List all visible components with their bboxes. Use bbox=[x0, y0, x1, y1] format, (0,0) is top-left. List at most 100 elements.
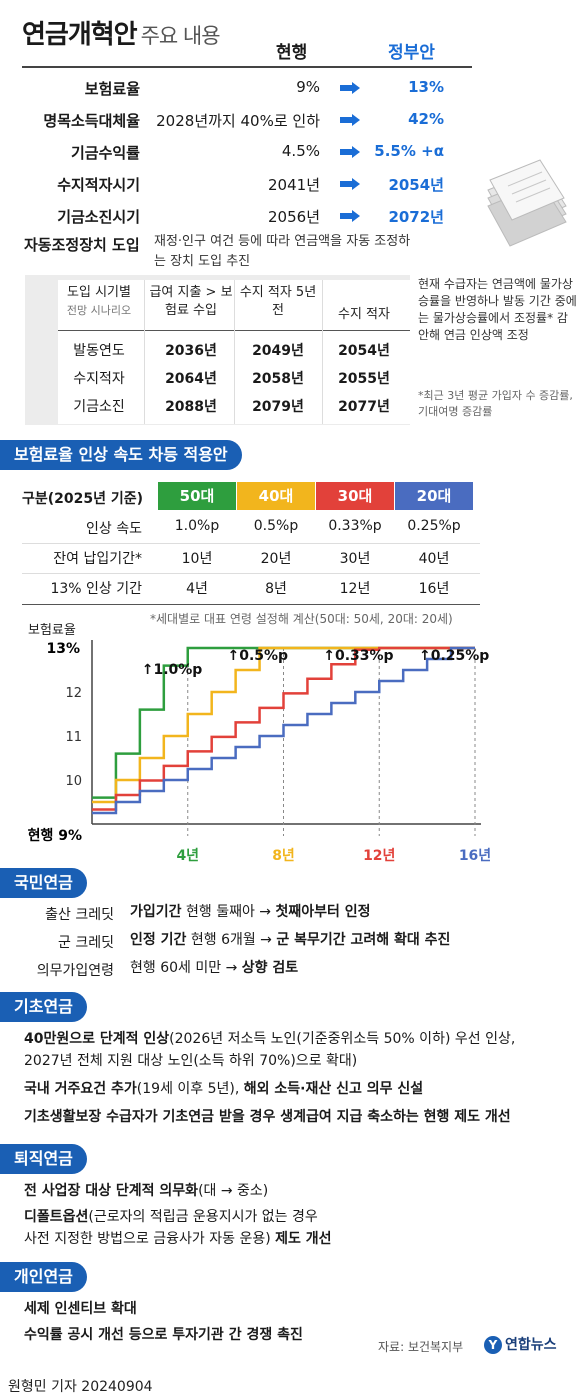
gen-cell: 1.0%p bbox=[174, 518, 220, 534]
document-stack-icon bbox=[487, 159, 567, 247]
header-current: 현행 bbox=[276, 43, 308, 63]
gen-col-header: 30대 bbox=[316, 482, 394, 510]
auto-th-3: 수지 적자 bbox=[338, 307, 390, 322]
y-tick-label: 11 bbox=[65, 730, 82, 745]
auto-table: 도입 시기별 전망 시나리오 급여 지출 > 보험료 수입 수지 적자 5년 전 … bbox=[58, 280, 410, 424]
compare-current: 2056년 bbox=[268, 208, 320, 226]
compare-gov: 2072년 bbox=[388, 208, 444, 226]
series-line-40대 bbox=[92, 646, 475, 804]
credit-text: 원형민 기자 20240904 bbox=[8, 1379, 153, 1395]
compare-current: 2028년까지 40%로 인하 bbox=[156, 112, 320, 130]
retire-line-3: 사전 지정한 방법으로 금융사가 자동 운용) 제도 개선 bbox=[24, 1231, 332, 1247]
gen-col-header: 50대 bbox=[158, 482, 236, 510]
col-sep bbox=[234, 280, 235, 424]
series-line-20대 bbox=[92, 646, 475, 815]
auto-cell: 2036년 bbox=[165, 343, 217, 359]
x-tick-label: 8년 bbox=[272, 848, 295, 864]
basic-pension-pill: 기초연금 bbox=[0, 992, 87, 1022]
y-tick-label: 12 bbox=[65, 686, 82, 701]
compare-label: 기금소진시기 bbox=[57, 208, 140, 226]
gen-section-pill: 보험료율 인상 속도 차등 적용안 bbox=[0, 440, 242, 470]
retire-line-2: 디폴트옵션(근로자의 적립금 운용지시가 없는 경우 bbox=[24, 1209, 318, 1225]
compare-gov: 5.5% +α bbox=[374, 142, 444, 160]
header-gov: 정부안 bbox=[388, 43, 435, 63]
national-row-text: 가입기간 현행 둘째아 → 첫째아부터 인정 bbox=[130, 904, 371, 920]
gen-cell: 30년 bbox=[339, 551, 371, 567]
y-top-tick-label: 13% bbox=[46, 641, 80, 657]
arrow-right-icon bbox=[340, 114, 360, 126]
title-sub: 주요 내용 bbox=[140, 24, 221, 48]
y-axis-label: 보험료율 bbox=[28, 623, 76, 638]
basic-line-3: 국내 거주요건 추가(19세 이후 5년), 해외 소득·재산 신고 의무 신설 bbox=[24, 1081, 424, 1097]
compare-current: 9% bbox=[296, 78, 320, 96]
col-sep bbox=[322, 280, 323, 424]
gen-cell: 40년 bbox=[418, 551, 450, 567]
compare-row: 수지적자시기 2041년 2054년 bbox=[0, 170, 480, 200]
national-row-label: 출산 크레딧 bbox=[45, 907, 114, 923]
retire-line-1: 전 사업장 대상 단계적 의무화(대 → 중소) bbox=[24, 1183, 269, 1199]
compare-current: 2041년 bbox=[268, 176, 320, 194]
gen-col-header: 20대 bbox=[395, 482, 473, 510]
gen-cell: 20년 bbox=[260, 551, 292, 567]
national-pension-pill: 국민연금 bbox=[0, 868, 87, 898]
compare-gov: 13% bbox=[408, 78, 444, 96]
gen-col-header: 40대 bbox=[237, 482, 315, 510]
gen-cell: 0.33%p bbox=[328, 518, 382, 534]
series-annotation: ↑0.25%p bbox=[419, 648, 489, 664]
arrow-right-icon bbox=[340, 210, 360, 222]
title-main: 연금개혁안 bbox=[22, 20, 138, 50]
arrow-right-icon bbox=[340, 178, 360, 190]
compare-label: 명목소득대체율 bbox=[43, 112, 140, 130]
gen-row-divider bbox=[22, 543, 480, 544]
auto-row-label: 기금소진 bbox=[73, 399, 125, 415]
auto-row-label: 발동연도 bbox=[73, 343, 125, 359]
compare-row: 기금소진시기 2056년 2072년 bbox=[0, 202, 480, 232]
gen-cell: 16년 bbox=[418, 581, 450, 597]
col-sep bbox=[144, 280, 145, 424]
auto-row-label: 수지적자 bbox=[73, 371, 125, 387]
divider bbox=[22, 66, 472, 68]
x-tick-label: 4년 bbox=[176, 848, 199, 864]
gen-cell: 0.5%p bbox=[253, 518, 299, 534]
basic-line-1: 40만원으로 단계적 인상(2026년 저소득 노인(기준중위소득 50% 이하… bbox=[24, 1031, 516, 1047]
rate-chart: 보험료율 13% 12 11 10 현행 9% 4년 8년 12년 16년 ↑1.0%p ↑0.5%p… bbox=[28, 623, 492, 864]
auto-cell: 2079년 bbox=[252, 399, 304, 415]
source-text: 자료: 보건복지부 bbox=[378, 1340, 464, 1354]
gen-note: *세대별로 대표 연령 설정해 계산(50대: 50세, 20대: 20세) bbox=[150, 612, 453, 626]
yonhap-logo-icon: Y bbox=[484, 1336, 502, 1354]
compare-label: 보험료율 bbox=[84, 80, 140, 98]
auto-cell: 2055년 bbox=[338, 371, 390, 387]
personal-line-1: 세제 인센티브 확대 bbox=[24, 1301, 137, 1317]
compare-current: 4.5% bbox=[281, 142, 320, 160]
arrow-right-icon bbox=[340, 146, 360, 158]
auto-cell: 2077년 bbox=[338, 399, 390, 415]
national-row-text: 인정 기간 현행 6개월 → 군 복무기간 고려해 확대 추진 bbox=[130, 932, 451, 948]
x-tick-label: 12년 bbox=[363, 848, 395, 864]
series-line-30대 bbox=[92, 646, 475, 811]
compare-label: 기금수익률 bbox=[70, 144, 140, 162]
auto-cell: 2054년 bbox=[338, 343, 390, 359]
auto-th-2: 수지 적자 5년 전 bbox=[239, 285, 317, 318]
gen-cell: 10년 bbox=[181, 551, 213, 567]
gen-cell: 12년 bbox=[339, 581, 371, 597]
compare-row: 명목소득대체율 2028년까지 40%로 인하 42% bbox=[0, 106, 480, 136]
series-annotation: ↑1.0%p bbox=[142, 662, 203, 678]
compare-row: 보험료율 9% 13% bbox=[0, 74, 480, 104]
retirement-pension-pill: 퇴직연금 bbox=[0, 1144, 87, 1174]
y-tick-label: 10 bbox=[65, 774, 82, 789]
compare-gov: 42% bbox=[408, 110, 444, 128]
gen-cell: 4년 bbox=[186, 581, 208, 597]
basic-line-4: 기초생활보장 수급자가 기초연금 받을 경우 생계급여 지급 축소하는 현행 제… bbox=[24, 1109, 511, 1125]
personal-line-2: 수익률 공시 개선 등으로 투자기관 간 경쟁 촉진 bbox=[24, 1327, 303, 1343]
compare-label: 수지적자시기 bbox=[57, 176, 140, 194]
auto-th-0: 도입 시기별 전망 시나리오 bbox=[66, 285, 132, 317]
series-annotation: ↑0.5%p bbox=[228, 648, 289, 664]
gen-row-label: 인상 속도 bbox=[86, 521, 142, 537]
basic-line-2: 2027년 전체 지원 대상 노인(소득 하위 70%)으로 확대) bbox=[24, 1053, 358, 1069]
national-row-text: 현행 60세 미만 → 상향 검토 bbox=[130, 960, 299, 976]
auto-adjust-desc: 재정·인구 여건 등에 따라 연금액을 자동 조정하는 장치 도입 추진 bbox=[154, 234, 411, 269]
gen-header-label: 구분(2025년 기준) bbox=[22, 491, 144, 507]
national-row-label: 의무가입연령 bbox=[36, 963, 114, 979]
series-annotation: ↑0.33%p bbox=[323, 648, 393, 664]
auto-cell: 2088년 bbox=[165, 399, 217, 415]
